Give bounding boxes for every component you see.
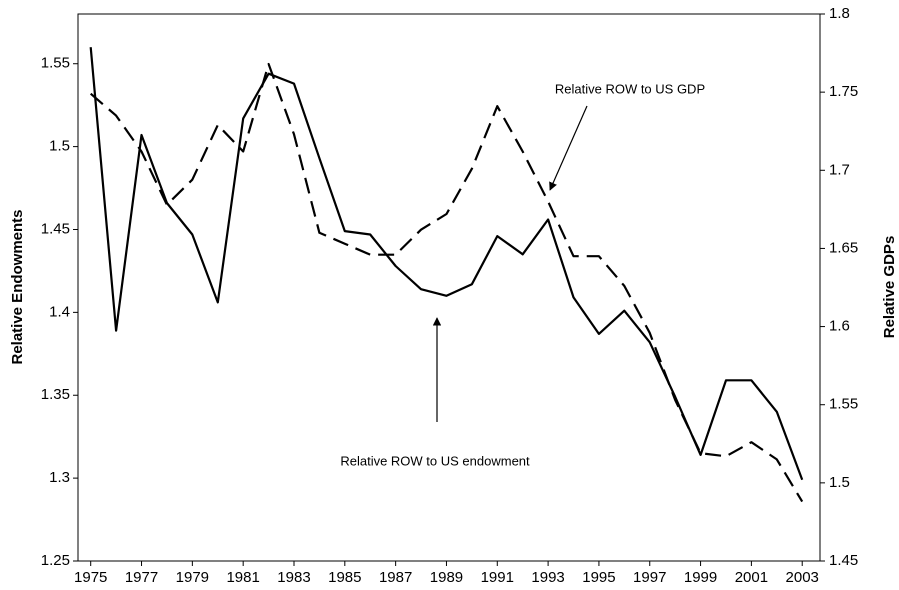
y-tick-label: 1.55 <box>41 55 70 72</box>
x-tick-label: 1981 <box>226 569 259 586</box>
y2-tick-label: 1.7 <box>829 161 850 178</box>
y-tick-label: 1.5 <box>49 138 70 155</box>
x-tick-label: 1991 <box>481 569 514 586</box>
y-tick-label: 1.35 <box>41 386 70 403</box>
y2-axis-label: Relative GDPs <box>881 236 898 339</box>
x-tick-label: 1989 <box>430 569 463 586</box>
x-tick-label: 2003 <box>786 569 819 586</box>
y2-tick-label: 1.55 <box>829 396 858 413</box>
x-tick-label: 1993 <box>531 569 564 586</box>
y-tick-label: 1.25 <box>41 552 70 569</box>
y2-tick-label: 1.5 <box>829 474 850 491</box>
y2-tick-label: 1.6 <box>829 318 850 335</box>
annotation-arrow <box>549 105 588 191</box>
x-tick-label: 1997 <box>633 569 666 586</box>
y-tick-label: 1.3 <box>49 469 70 486</box>
x-tick-label: 1995 <box>582 569 615 586</box>
y2-tick-label: 1.65 <box>829 239 858 256</box>
x-tick-label: 1977 <box>125 569 158 586</box>
series-line <box>89 62 804 503</box>
x-tick-label: 1987 <box>379 569 412 586</box>
x-tick-label: 1979 <box>176 569 209 586</box>
y-tick-label: 1.4 <box>49 303 70 320</box>
series-line <box>89 47 804 481</box>
y2-tick-label: 1.8 <box>829 5 850 22</box>
y-axis-label: Relative Endowments <box>9 209 26 364</box>
annotation: Relative ROW to US endowment <box>340 453 530 468</box>
x-tick-label: 1999 <box>684 569 717 586</box>
x-tick-label: 1983 <box>277 569 310 586</box>
x-tick-label: 1985 <box>328 569 361 586</box>
x-tick-label: 1975 <box>74 569 107 586</box>
y-tick-label: 1.45 <box>41 220 70 237</box>
y2-tick-label: 1.75 <box>829 83 858 100</box>
y2-tick-label: 1.45 <box>829 552 858 569</box>
annotation: Relative ROW to US GDP <box>555 81 705 96</box>
x-tick-label: 2001 <box>735 569 768 586</box>
plot-frame <box>77 13 821 562</box>
